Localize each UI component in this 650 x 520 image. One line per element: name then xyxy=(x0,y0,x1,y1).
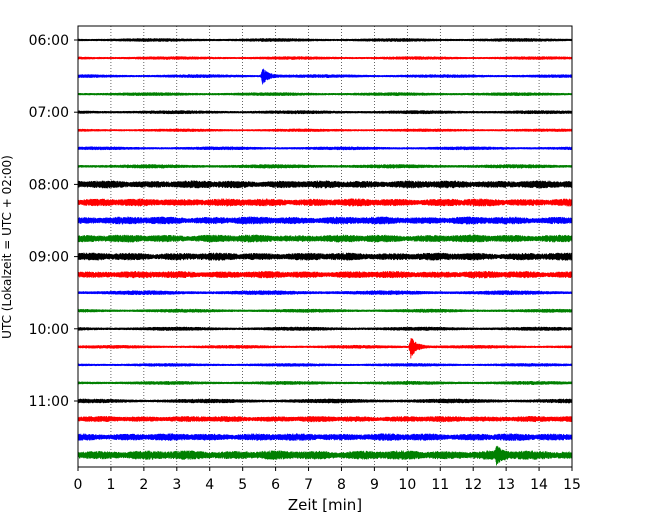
y-tick-label: 06:00 xyxy=(29,33,69,49)
x-tick-label: 12 xyxy=(464,477,482,493)
trace-0715 xyxy=(78,129,572,132)
trace-0600 xyxy=(78,39,572,42)
trace-1000 xyxy=(78,327,572,330)
trace-0945 xyxy=(78,309,572,312)
y-tick-label: 11:00 xyxy=(29,394,69,410)
x-tick-label: 7 xyxy=(304,477,313,493)
trace-0700 xyxy=(78,111,572,114)
trace-0900 xyxy=(78,253,572,260)
x-tick-label: 0 xyxy=(74,477,83,493)
x-tick-label: 1 xyxy=(106,477,115,493)
x-tick-label: 15 xyxy=(563,477,581,493)
trace-0915 xyxy=(78,271,572,278)
x-tick-label: 8 xyxy=(337,477,346,493)
trace-1130 xyxy=(78,434,572,441)
trace-0615 xyxy=(78,57,572,60)
trace-1015 xyxy=(78,338,572,358)
trace-0645 xyxy=(78,93,572,96)
trace-0815 xyxy=(78,199,572,206)
trace-0830 xyxy=(78,217,572,224)
y-tick-label: 08:00 xyxy=(29,177,69,193)
x-tick-label: 4 xyxy=(205,477,214,493)
x-tick-label: 3 xyxy=(172,477,181,493)
x-tick-label: 13 xyxy=(497,477,515,493)
x-ticks: 0 1 2 3 4 5 6 7 8 9 10 11 12 13 14 15 xyxy=(74,467,581,493)
trace-0845 xyxy=(78,235,572,242)
trace-0745 xyxy=(78,165,572,169)
x-tick-label: 9 xyxy=(370,477,379,493)
x-tick-label: 2 xyxy=(139,477,148,493)
y-tick-label: 10:00 xyxy=(29,322,69,338)
y-tick-label: 09:00 xyxy=(29,250,69,266)
x-tick-label: 14 xyxy=(530,477,548,493)
trace-0800 xyxy=(78,181,572,188)
seismic-traces xyxy=(78,39,572,465)
x-axis-label: Zeit [min] xyxy=(288,496,362,514)
y-ticks: 06:00 07:00 08:00 09:00 10:00 11:00 xyxy=(29,33,78,410)
y-tick-label: 07:00 xyxy=(29,105,69,121)
trace-1100 xyxy=(78,399,572,403)
trace-0930 xyxy=(78,291,572,295)
trace-1115 xyxy=(78,416,572,421)
trace-0730 xyxy=(78,147,572,150)
x-tick-label: 5 xyxy=(238,477,247,493)
x-tick-label: 11 xyxy=(431,477,449,493)
x-tick-label: 10 xyxy=(398,477,416,493)
trace-1030 xyxy=(78,364,572,367)
trace-0630 xyxy=(78,69,572,84)
x-tick-label: 6 xyxy=(271,477,280,493)
trace-1145 xyxy=(78,446,572,465)
trace-1045 xyxy=(78,381,572,384)
y-axis-label: UTC (Lokalzeit = UTC + 02:00) xyxy=(0,155,14,339)
